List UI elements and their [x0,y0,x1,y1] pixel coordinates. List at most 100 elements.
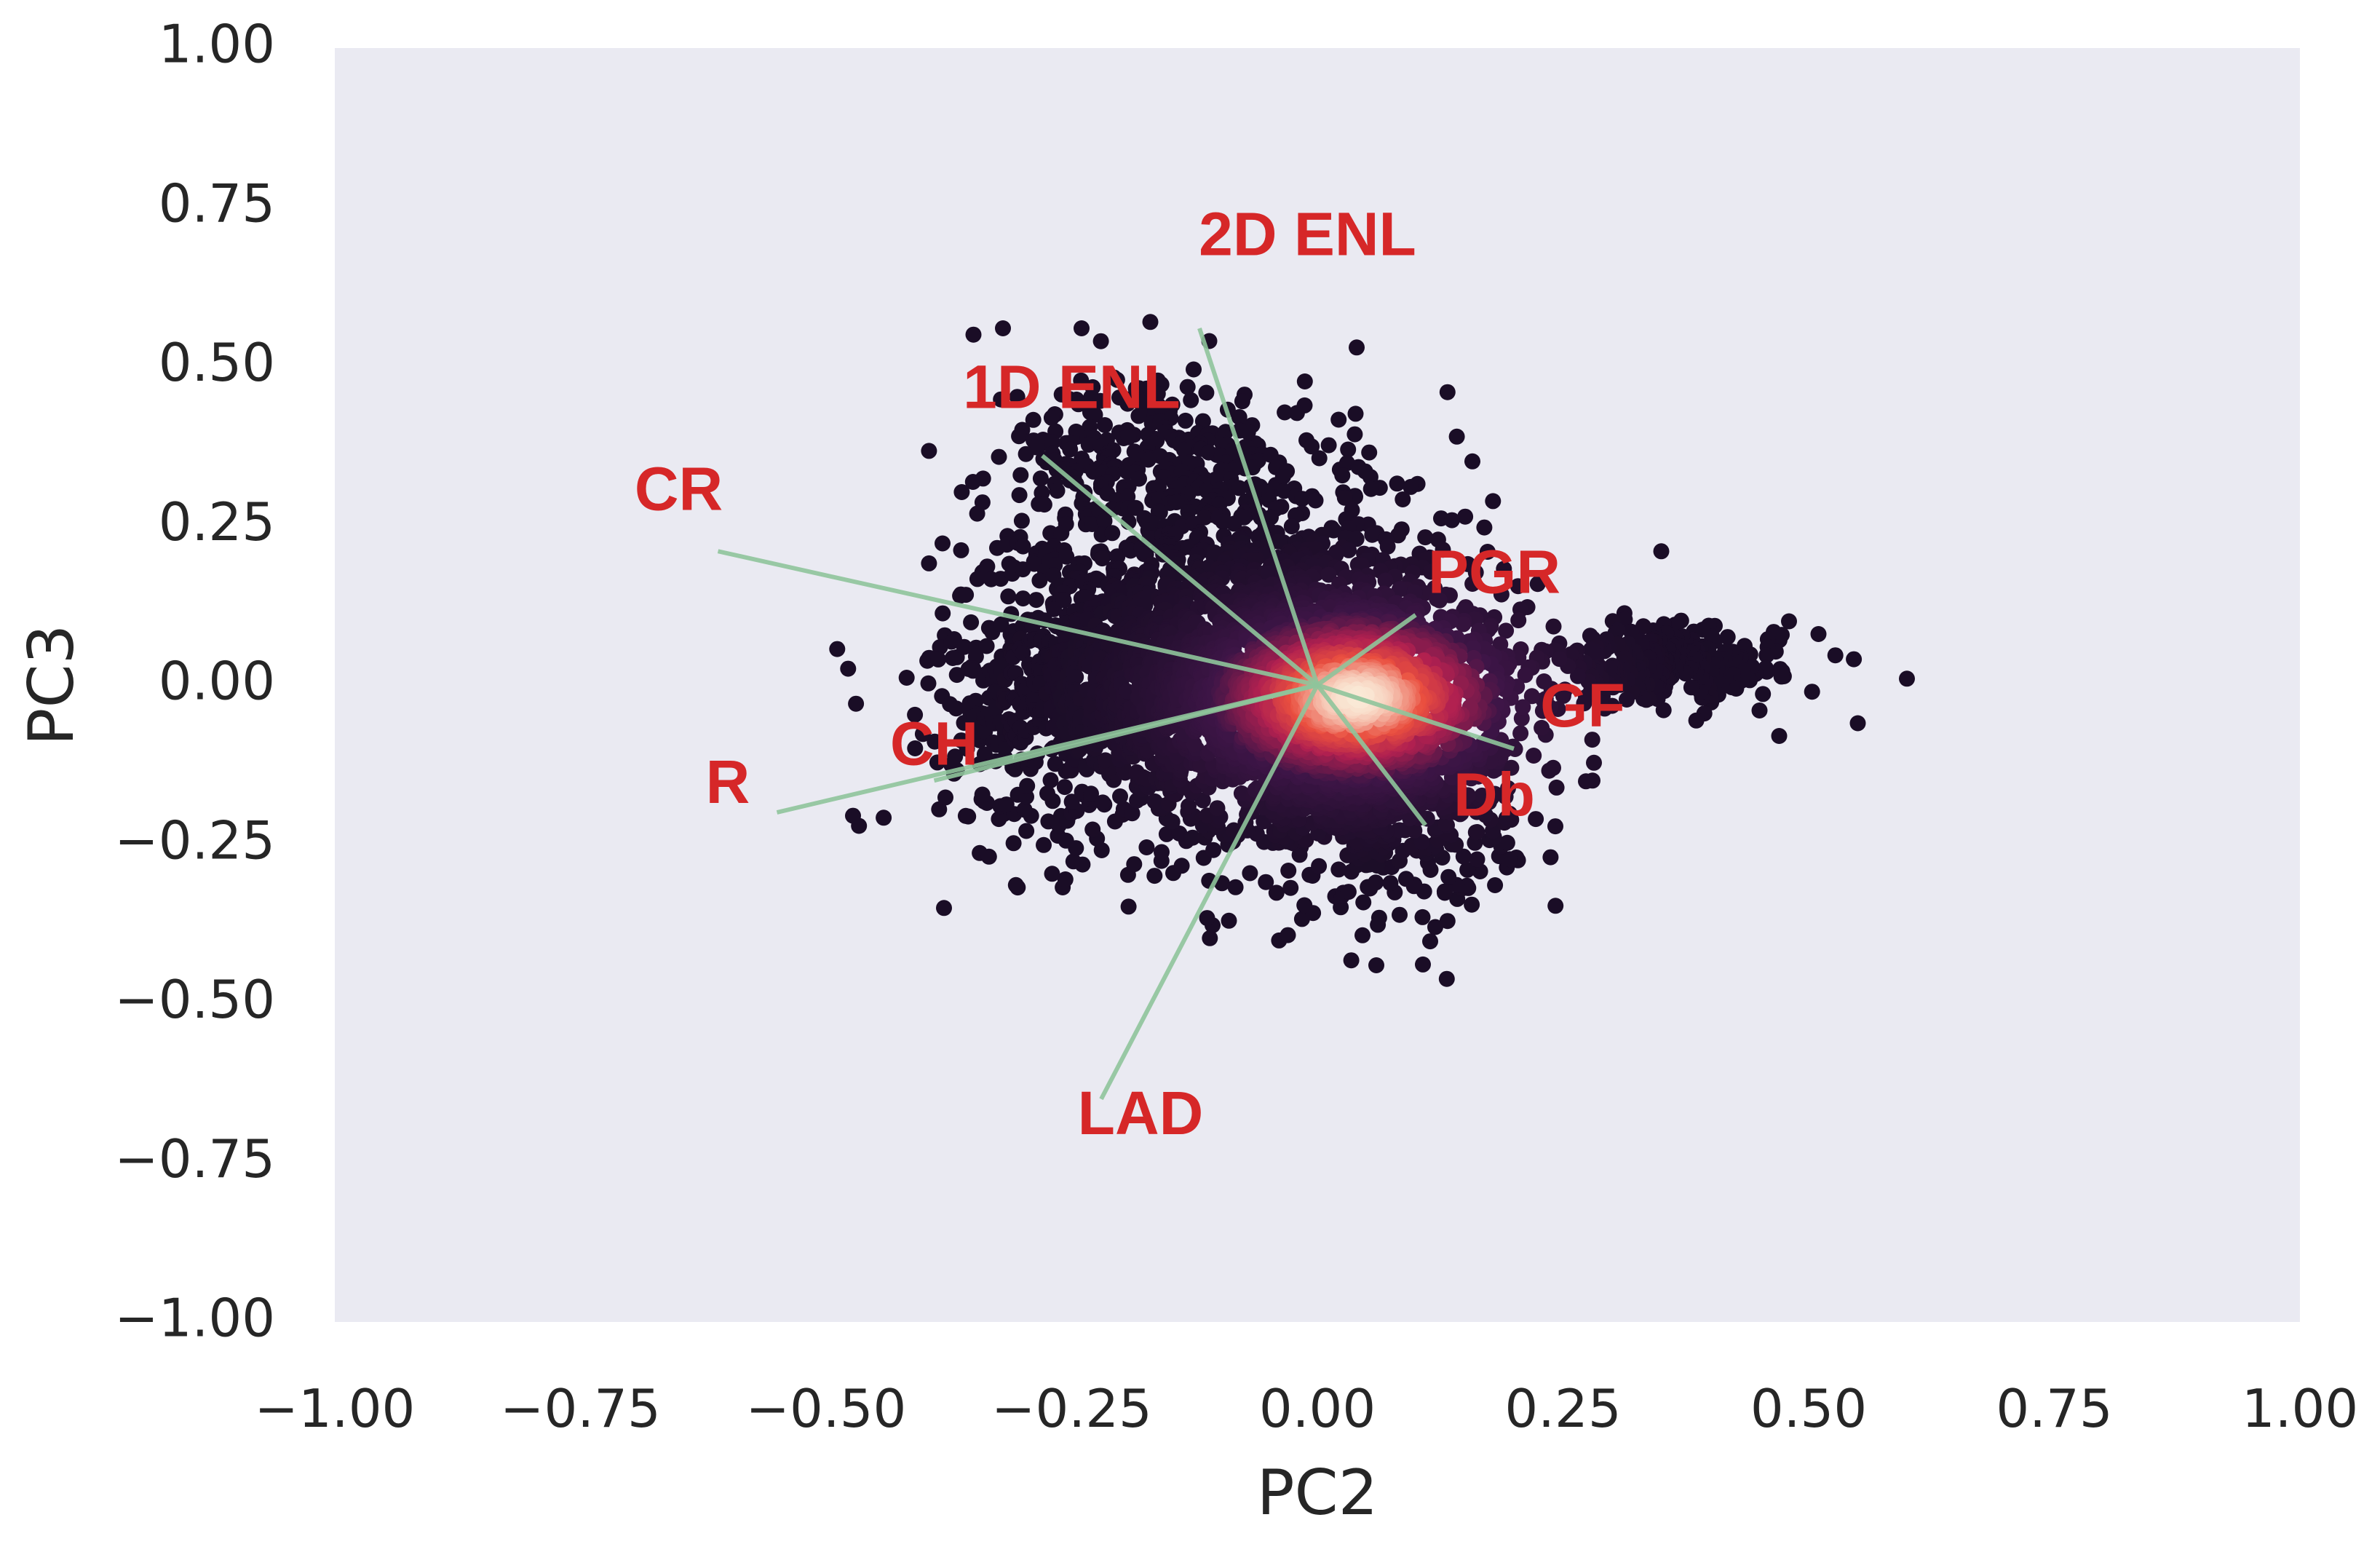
scatter-point [1499,834,1515,851]
scatter-point [1183,392,1199,408]
scatter-point [978,638,995,654]
scatter-point [898,670,915,686]
scatter-point [953,484,970,500]
scatter-point [993,391,1009,408]
scatter-point [1120,898,1137,915]
scatter-point [1320,437,1337,454]
scatter-point [1349,339,1365,356]
scatter-point [1032,470,1049,487]
scatter-point [935,605,951,622]
scatter-point [1448,428,1465,445]
scatter-point [1510,578,1526,595]
scatter-point [1132,394,1149,411]
scatter-point [1584,732,1600,748]
scatter-point [1094,550,1111,567]
y-tick-label: 0.50 [159,332,275,393]
x-tick-label: 0.25 [1504,1378,1621,1439]
scatter-point [1126,856,1143,873]
scatter-point [1472,863,1488,879]
scatter-point [1417,529,1434,546]
scatter-point [1459,861,1476,878]
y-tick-label: −0.25 [114,809,275,871]
scatter-point [1439,913,1456,930]
scatter-point [1168,494,1185,510]
scatter-point [1545,618,1562,635]
y-tick-label: 1.00 [159,14,275,75]
scatter-point [1311,858,1328,874]
scatter-point [1119,395,1136,412]
scatter-point [1340,441,1357,458]
scatter-point [1171,826,1188,842]
scatter-point [1053,525,1070,542]
scatter-point [1547,818,1563,835]
scatter-point [931,801,948,817]
scatter-point [1000,588,1017,605]
scatter-point [1011,487,1028,504]
scatter-point [1382,875,1399,892]
scatter-point [1055,592,1072,609]
scatter-point [1294,491,1311,507]
scatter-point [1439,384,1456,400]
scatter-point [1347,405,1364,422]
scatter-point [1209,800,1226,817]
scatter-point [1362,480,1379,497]
scatter-point [1436,883,1453,900]
scatter-point [1083,785,1099,802]
loading-label: CH [890,710,978,778]
scatter-point [1095,794,1111,811]
scatter-point [1846,651,1863,668]
scatter-point [1688,712,1705,729]
x-tick-label: 0.00 [1259,1378,1376,1439]
scatter-point [969,571,985,587]
scatter-point [974,786,991,803]
scatter-point [1012,467,1029,483]
scatter-point [1097,752,1114,769]
scatter-point [1109,548,1126,565]
scatter-point [991,448,1007,465]
scatter-point [1112,788,1128,804]
scatter-point [1354,927,1371,943]
scatter-point [975,470,991,487]
scatter-point [1296,897,1313,914]
loading-label: CR [635,455,723,523]
scatter-point [1414,908,1431,925]
scatter-point [914,726,931,743]
scatter-point [1096,512,1113,529]
scatter-point [1140,451,1157,468]
scatter-point [845,807,861,824]
scatter-point [1464,453,1480,470]
loading-label: PGR [1428,537,1560,606]
scatter-point [1683,679,1699,696]
scatter-point [1361,444,1378,461]
scatter-point [1296,373,1313,389]
scatter-point [1336,489,1353,506]
scatter-point [907,740,924,756]
scatter-point [1280,927,1296,943]
scatter-point [1202,930,1218,946]
scatter-point [1476,519,1493,536]
scatter-point [1719,629,1736,646]
scatter-point [1529,576,1546,593]
scatter-point [1578,773,1594,790]
scatter-point [1502,805,1518,822]
scatter-point [1392,906,1408,923]
scatter-point [1177,412,1194,429]
scatter-point [1019,777,1036,794]
scatter-point [1108,371,1125,388]
scatter-point [1849,715,1866,732]
scatter-point [1242,865,1258,882]
scatter-point [1758,647,1775,664]
y-tick-label: −0.75 [114,1128,275,1189]
scatter-point [1063,793,1080,810]
scatter-point [1175,441,1192,458]
scatter-point [1042,772,1059,788]
scatter-point [1015,538,1031,555]
scatter-point [1479,544,1496,560]
scatter-point [1268,884,1285,901]
scatter-point [1186,361,1202,378]
scatter-point [1330,411,1347,428]
scatter-point [1346,426,1363,443]
scatter-point [1368,957,1384,973]
scatter-point [1227,879,1244,895]
scatter-point [1104,525,1121,542]
